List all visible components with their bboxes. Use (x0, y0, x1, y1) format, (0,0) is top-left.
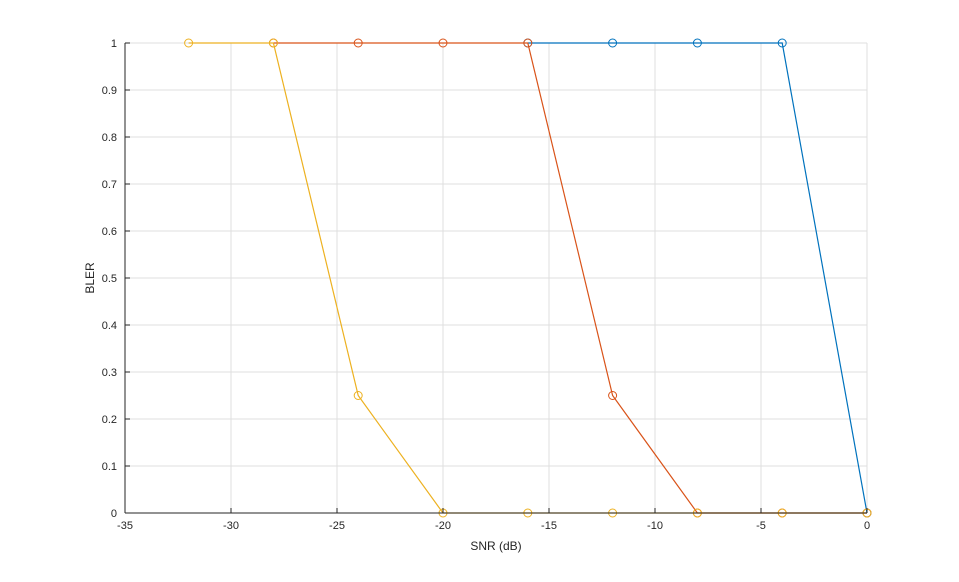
y-tick-label: 0.7 (102, 179, 117, 191)
y-tick-label: 0.8 (102, 132, 117, 144)
data-point-marker (523, 38, 533, 48)
x-tick-label: -25 (329, 520, 345, 532)
x-tick-label: 0 (864, 520, 870, 532)
data-point-marker (608, 38, 618, 48)
data-point-marker (438, 38, 448, 48)
data-point-marker (353, 38, 363, 48)
y-tick-label: 1 (111, 38, 117, 50)
y-tick-label: 0.1 (102, 461, 117, 473)
y-tick-label: 0.2 (102, 414, 117, 426)
data-point-marker (268, 38, 278, 48)
grid (124, 42, 868, 514)
x-axis-label: SNR (dB) (470, 539, 521, 553)
x-tick-label: -35 (117, 520, 133, 532)
data-point-marker (777, 38, 787, 48)
x-tick-label: -30 (223, 520, 239, 532)
y-axis-label: BLER (83, 262, 97, 294)
y-tick-label: 0.5 (102, 273, 117, 285)
data-point-marker (692, 38, 702, 48)
x-tick-label: -20 (435, 520, 451, 532)
y-tick-label: 0.3 (102, 367, 117, 379)
data-point-marker (608, 391, 618, 400)
y-tick-label: 0.9 (102, 85, 117, 97)
y-tick-label: 0.6 (102, 226, 117, 238)
data-point-marker (184, 38, 194, 48)
axes: -35 -30 -25 -20 -15 -10 -5 0 0 0.1 0.2 0.3 0.4 0.5 0.6… (102, 38, 870, 532)
x-tick-label: -5 (756, 520, 766, 532)
series-line (527, 42, 868, 514)
data-point-marker (353, 391, 363, 400)
y-tick-label: 0.4 (102, 320, 117, 332)
y-tick-label: 0 (111, 508, 117, 520)
x-tick-label: -15 (541, 520, 557, 532)
x-tick-label: -10 (647, 520, 663, 532)
